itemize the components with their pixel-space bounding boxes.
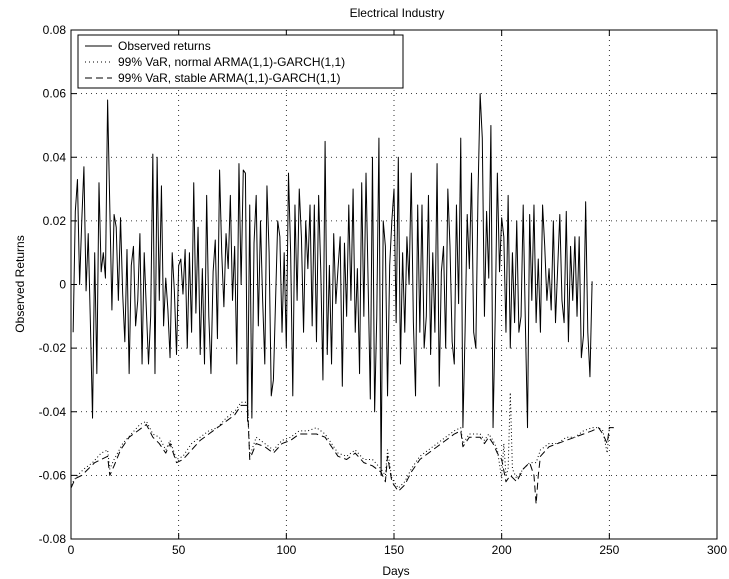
y-tick-label: -0.08 [39, 532, 67, 546]
plot-frame [70, 29, 718, 540]
x-axis-label: Days [382, 564, 409, 578]
legend-box [77, 34, 404, 89]
x-tick-label: 200 [492, 543, 512, 557]
y-tick-label: 0 [59, 278, 66, 292]
y-tick-label: -0.02 [39, 341, 67, 355]
y-tick-label: 0.02 [43, 214, 67, 228]
legend: Observed returns 99% VaR, normal ARMA(1,… [77, 34, 404, 89]
x-tick-label: 50 [172, 543, 186, 557]
chart-title: Electrical Industry [350, 6, 445, 20]
legend-label-normal-var: 99% VaR, normal ARMA(1,1)-GARCH(1,1) [118, 55, 345, 69]
x-tick-label: 150 [384, 543, 404, 557]
axes: 0 50 100 150 200 250 300 -0.08 -0.06 -0.04 -0.02 0 0… [39, 23, 728, 557]
series-var-stable [70, 404, 614, 505]
x-tick-label: 250 [599, 543, 619, 557]
y-tick-label: -0.04 [39, 405, 67, 419]
y-axis-label: Observed Returns [13, 235, 27, 332]
x-tick-label: 100 [276, 543, 296, 557]
series-observed-returns [72, 93, 593, 476]
y-tick-label: 0.06 [43, 87, 67, 101]
y-tick-label: 0.08 [43, 23, 67, 37]
series-group [70, 93, 614, 505]
x-tick-label: 0 [68, 543, 75, 557]
legend-label-stable-var: 99% VaR, stable ARMA(1,1)-GARCH(1,1) [118, 71, 341, 85]
y-tick-label: -0.06 [39, 468, 67, 482]
legend-label-observed: Observed returns [118, 39, 211, 53]
y-tick-label: 0.04 [43, 150, 67, 164]
x-tick-label: 300 [707, 543, 727, 557]
